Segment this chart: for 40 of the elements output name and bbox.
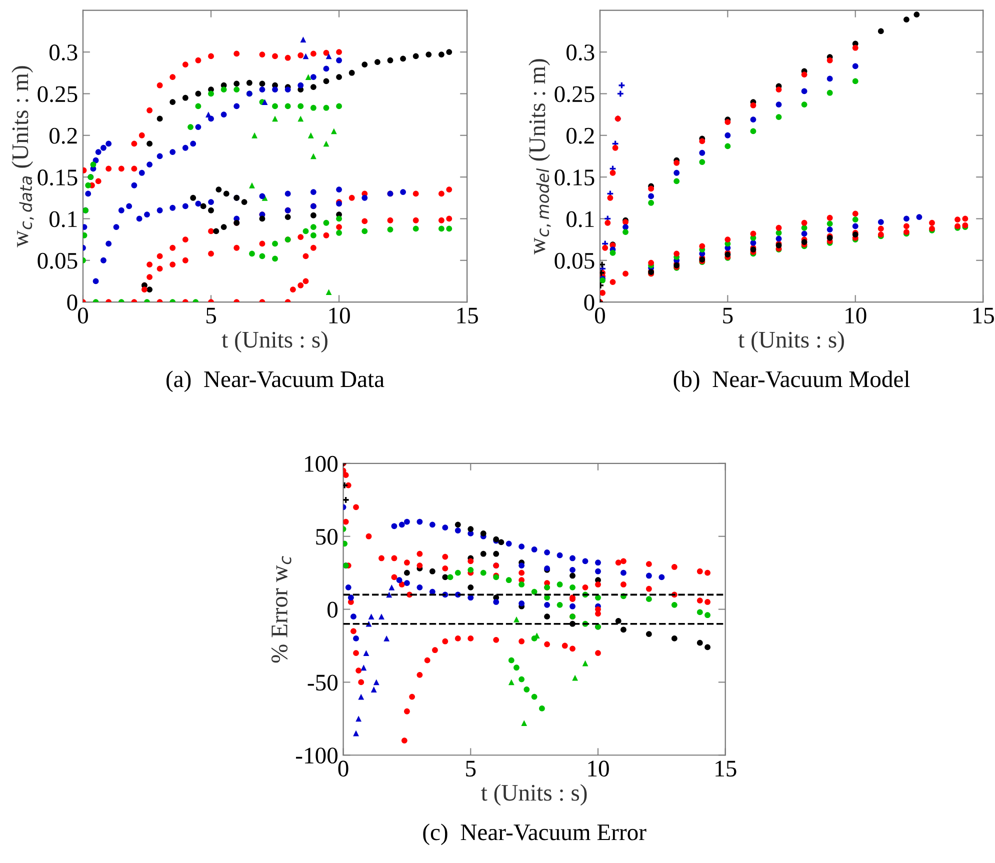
x-tick-label: 15 <box>457 308 478 324</box>
y-tick-label: -50 <box>308 674 338 691</box>
x-tick-label: 15 <box>973 308 994 324</box>
x-tick-label: 0 <box>78 308 88 324</box>
x-axis-title: t (Units : s) <box>738 331 844 353</box>
y-tick-label: 0.2 <box>50 128 77 144</box>
y-tick-label: 0.25 <box>554 86 594 102</box>
x-tick-label: 10 <box>588 760 609 777</box>
y-axis-title: w$_{c,data}$ (Units : m) <box>12 66 34 248</box>
y-tick-label: 0.05 <box>38 252 78 269</box>
x-axis-title: t (Units : s) <box>222 331 328 353</box>
y-tick-label: 0.1 <box>566 211 594 228</box>
y-tick-label: -100 <box>296 748 338 764</box>
y-tick-label: 0.05 <box>554 252 594 269</box>
y-tick-label: 0 <box>328 602 338 618</box>
y-tick-label: 50 <box>316 528 338 545</box>
x-tick-label: 0 <box>594 308 605 324</box>
y-tick-label: 0.2 <box>566 128 594 144</box>
x-tick-label: 5 <box>466 760 476 777</box>
x-tick-label: 15 <box>716 760 736 777</box>
x-tick-label: 10 <box>329 308 350 324</box>
y-tick-label: 0.1 <box>50 211 77 228</box>
x-tick-label: 5 <box>723 308 733 324</box>
y-tick-label: 0.3 <box>566 44 594 61</box>
x-tick-label: 10 <box>846 308 866 324</box>
y-tick-label: 0 <box>67 294 78 310</box>
y-axis-title: % Error w$_{c}$ <box>272 556 292 663</box>
x-axis-title: t (Units : s) <box>481 784 587 806</box>
y-tick-label: 0.3 <box>50 44 78 61</box>
x-tick-label: 0 <box>338 760 348 777</box>
text: (a) Near-Vacuum Data <box>166 370 384 392</box>
y-tick-label: 0.25 <box>38 86 78 102</box>
y-tick-label: 0.15 <box>554 170 594 186</box>
text: (b) Near-Vacuum Model <box>674 370 910 392</box>
y-tick-label: 0 <box>584 294 594 310</box>
y-tick-label: 0.15 <box>38 170 78 186</box>
x-tick-label: 5 <box>206 308 216 324</box>
y-tick-label: 100 <box>305 456 338 472</box>
text: (c) Near-Vacuum Error <box>423 824 646 846</box>
y-axis-title: w$_{c,model}$ (Units : m) <box>528 59 551 255</box>
